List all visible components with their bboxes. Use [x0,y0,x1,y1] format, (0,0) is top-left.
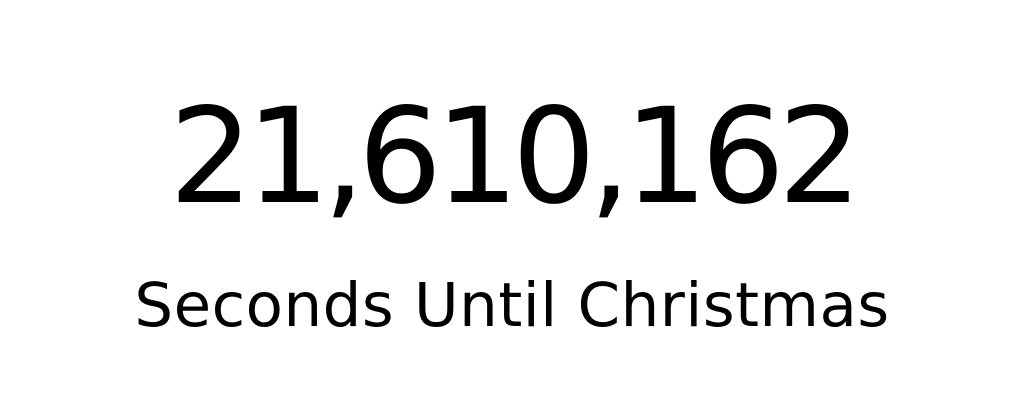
countdown-label: Seconds Until Christmas [134,270,890,341]
countdown-seconds-value: 21,610,162 [169,80,862,234]
